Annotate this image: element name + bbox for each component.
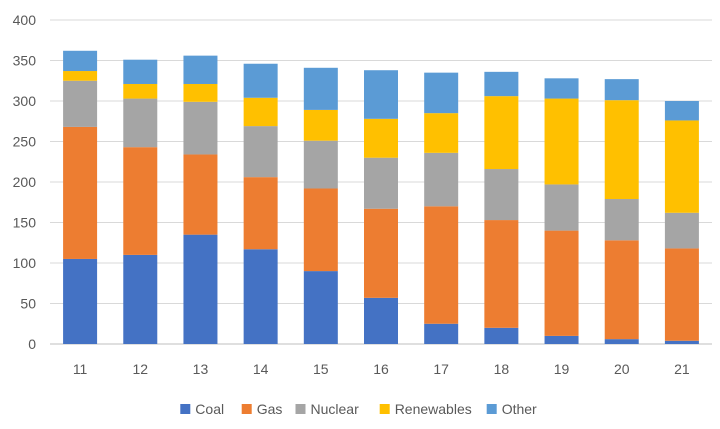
x-tick-label: 13 [193,361,209,377]
bar-coal-20 [604,339,639,344]
bar-gas-19 [544,230,579,336]
legend-label: Gas [257,401,283,417]
bar-gas-17 [424,206,459,324]
bar-gas-14 [243,177,278,250]
legend-item-other: Other [486,401,537,417]
x-tick-label: 18 [494,361,510,377]
y-tick-label: 250 [13,134,37,150]
bar-renewables-20 [604,100,639,200]
bar-renewables-16 [364,118,398,158]
bar-gas-21 [664,248,699,341]
bar-nuclear-12 [123,98,158,148]
legend-swatch [241,404,252,414]
bar-other-13 [183,55,218,84]
bar-nuclear-20 [604,199,639,241]
bar-gas-16 [364,208,398,298]
bar-coal-16 [364,297,398,344]
x-tick-label: 11 [73,361,88,377]
bar-renewables-12 [123,83,158,99]
legend-label: Coal [195,401,224,417]
legend-item-coal: Coal [180,401,224,417]
bar-renewables-17 [424,113,459,153]
bar-other-21 [664,101,699,121]
bar-other-20 [604,79,639,101]
x-tick-label: 21 [674,361,690,377]
bar-other-17 [424,72,459,114]
y-tick-label: 350 [13,53,37,69]
bar-other-11 [63,50,98,72]
y-axis: 0 50 100 150 200 250 300 350 400 [13,12,37,352]
bar-nuclear-18 [484,169,519,221]
bar-nuclear-16 [364,157,398,209]
bar-coal-15 [303,271,338,344]
bar-renewables-13 [183,83,218,102]
legend-label: Renewables [395,401,472,417]
legend-label: Other [502,401,537,417]
bar-gas-18 [484,220,519,328]
bar-coal-21 [664,340,699,344]
bar-coal-13 [183,234,218,344]
x-tick-label: 14 [253,361,269,377]
y-tick-label: 400 [13,12,37,28]
bar-other-19 [544,78,579,99]
bar-nuclear-13 [183,101,218,155]
bar-renewables-14 [243,97,278,127]
bar-renewables-18 [484,96,519,170]
bar-gas-11 [63,126,98,259]
legend: Coal Gas Nuclear Renewables Other [180,401,537,417]
bar-nuclear-19 [544,184,579,231]
bar-coal-11 [63,258,98,344]
bar-coal-19 [544,335,579,344]
legend-label: Nuclear [311,401,360,417]
bars [63,50,699,344]
x-tick-label: 20 [614,361,630,377]
x-axis: 11 12 13 14 15 16 17 18 19 20 21 [73,361,690,377]
bar-other-18 [484,71,519,97]
bar-nuclear-17 [424,152,459,207]
legend-swatch [379,404,390,414]
legend-item-renewables: Renewables [379,401,472,417]
legend-item-gas: Gas [241,401,283,417]
bar-other-14 [243,63,278,98]
bar-other-15 [303,67,338,110]
bar-nuclear-11 [63,80,98,127]
y-tick-label: 0 [28,336,36,352]
y-tick-label: 300 [13,93,37,109]
bar-gas-15 [303,188,338,272]
bar-gas-13 [183,154,218,235]
bar-nuclear-15 [303,140,338,189]
legend-swatch [295,404,306,414]
bar-coal-14 [243,249,278,344]
legend-item-nuclear: Nuclear [295,401,360,417]
bar-gas-20 [604,240,639,340]
bar-other-12 [123,59,158,84]
x-tick-label: 15 [313,361,329,377]
bar-renewables-11 [63,71,98,81]
bar-renewables-15 [303,109,338,141]
bar-coal-18 [484,327,519,344]
legend-swatch [180,404,191,414]
bar-renewables-21 [664,120,699,213]
x-tick-label: 16 [373,361,389,377]
bar-gas-12 [123,147,158,255]
y-tick-label: 50 [20,296,36,312]
bar-nuclear-14 [243,126,278,178]
bar-nuclear-21 [664,212,699,249]
x-tick-label: 19 [554,361,570,377]
legend-swatch [486,404,497,414]
bar-renewables-19 [544,98,579,185]
y-tick-label: 150 [13,215,37,231]
bar-coal-17 [424,323,459,344]
bar-coal-12 [123,254,158,344]
x-tick-label: 12 [132,361,148,377]
x-tick-label: 17 [433,361,449,377]
y-tick-label: 200 [13,174,37,190]
bar-other-16 [364,70,398,119]
y-tick-label: 100 [13,255,37,271]
